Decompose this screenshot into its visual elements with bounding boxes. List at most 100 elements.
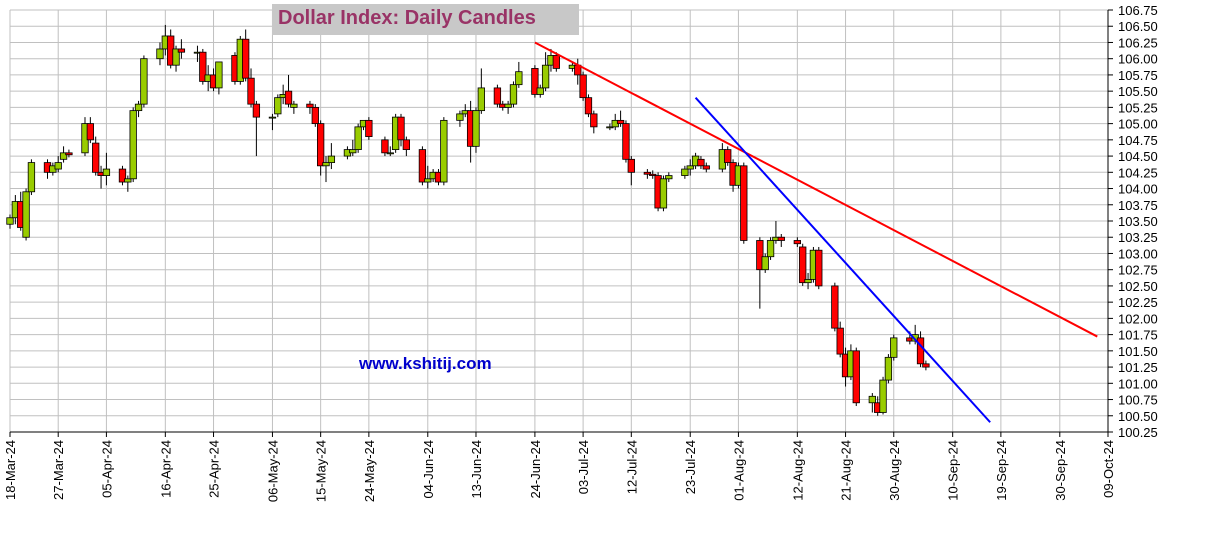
candle-body — [868, 395, 876, 404]
candle-body — [129, 110, 137, 180]
y-tick-label: 105.25 — [1118, 100, 1158, 115]
watermark-text: www.kshitij.com — [359, 354, 492, 373]
y-tick-label: 100.25 — [1118, 425, 1158, 440]
y-tick-label: 102.50 — [1118, 279, 1158, 294]
candle-body — [242, 38, 250, 79]
candle-body — [916, 337, 925, 365]
candle-body — [831, 285, 839, 329]
candle-body — [418, 149, 427, 183]
y-tick-label: 104.75 — [1118, 133, 1158, 148]
candle-body — [665, 175, 673, 180]
chart-title: Dollar Index: Daily Candles — [278, 7, 536, 29]
x-tick-label: 12-Aug-24 — [790, 440, 805, 501]
candle-body — [697, 158, 705, 167]
grid-lines — [9, 9, 1109, 433]
candle-body — [424, 178, 432, 183]
candle-body — [381, 139, 389, 154]
candle-body — [890, 337, 898, 358]
candle-body — [649, 173, 657, 176]
candle-body — [686, 165, 694, 170]
candle-body — [740, 165, 748, 241]
candle-body — [402, 139, 411, 150]
y-tick-label: 105.75 — [1118, 68, 1158, 83]
candle-body — [531, 68, 539, 95]
candle-body — [306, 103, 314, 108]
y-tick-label: 101.75 — [1118, 328, 1158, 343]
y-tick-label: 100.75 — [1118, 393, 1158, 408]
x-tick-label: 21-Aug-24 — [839, 440, 854, 501]
candle-body — [724, 149, 732, 163]
x-tick-label: 05-Apr-24 — [99, 440, 114, 498]
trendlines — [534, 41, 1098, 423]
candle-body — [579, 74, 587, 99]
candle-body — [584, 97, 593, 115]
candle-body — [659, 178, 668, 209]
candle-body — [311, 106, 319, 125]
y-tick-label: 102.00 — [1118, 311, 1158, 326]
y-tick-label: 104.00 — [1118, 182, 1158, 197]
candle-body — [477, 87, 485, 112]
blue-trendline — [694, 96, 991, 423]
candle-body — [134, 103, 143, 112]
candle-body — [590, 113, 598, 128]
candle-body — [252, 103, 261, 118]
candle-body — [440, 119, 448, 183]
candle-body — [804, 279, 812, 284]
candle-body — [793, 240, 801, 245]
y-tick-label: 103.00 — [1118, 246, 1158, 261]
candle-body — [756, 240, 764, 271]
candle-body — [65, 152, 73, 156]
y-tick-label: 101.00 — [1118, 376, 1158, 391]
candle-body — [606, 126, 614, 129]
candle-body — [509, 84, 518, 105]
x-tick-label: 30-Sep-24 — [1053, 440, 1068, 501]
y-tick-label: 100.50 — [1118, 409, 1158, 424]
candle-body — [156, 48, 164, 60]
candle-body — [836, 327, 844, 355]
x-tick-label: 04-Jun-24 — [421, 440, 436, 499]
candle-body — [59, 152, 68, 160]
y-tick-label: 105.50 — [1118, 84, 1158, 99]
x-tick-label: 24-May-24 — [362, 440, 377, 502]
candle-body — [922, 363, 930, 368]
candle-body — [247, 77, 255, 105]
candle-body — [124, 178, 132, 183]
y-tick-label: 103.50 — [1118, 214, 1158, 229]
x-tick-label: 12-Jul-24 — [624, 440, 639, 494]
x-tick-label: 23-Jul-24 — [683, 440, 698, 494]
candle-body — [54, 162, 62, 170]
candle-body — [799, 246, 807, 284]
y-tick-label: 106.75 — [1118, 3, 1158, 18]
x-tick-label: 09-Oct-24 — [1101, 440, 1116, 498]
candle-body — [515, 71, 523, 86]
candle-body — [536, 87, 544, 95]
candle-body — [456, 113, 464, 121]
y-tick-label: 102.75 — [1118, 263, 1158, 278]
axes: 106.75106.50106.25106.00105.75105.50105.… — [3, 3, 1158, 502]
red-trendline — [534, 41, 1098, 338]
x-tick-label: 24-Jun-24 — [528, 440, 543, 499]
candle-body — [27, 162, 36, 193]
x-tick-label: 18-Mar-24 — [3, 440, 18, 500]
candle-body — [199, 51, 207, 82]
x-tick-label: 19-Sep-24 — [994, 440, 1009, 501]
y-tick-label: 104.25 — [1118, 165, 1158, 180]
candle-body — [852, 350, 860, 404]
candle-body — [541, 64, 550, 89]
x-tick-label: 06-May-24 — [265, 440, 280, 502]
candle-body — [702, 165, 710, 170]
x-tick-label: 01-Aug-24 — [731, 440, 746, 501]
candle-body — [349, 149, 357, 154]
candle-body — [322, 162, 330, 167]
candle-body — [552, 55, 560, 69]
candle-body — [365, 119, 373, 138]
x-tick-label: 27-Mar-24 — [51, 440, 66, 500]
candle-body — [268, 116, 277, 119]
chart-title-background — [272, 4, 579, 35]
x-tick-label: 25-Apr-24 — [207, 440, 222, 498]
x-tick-label: 16-Apr-24 — [158, 440, 173, 498]
candle-body — [681, 168, 689, 176]
x-tick-label: 15-May-24 — [314, 440, 329, 502]
y-tick-label: 102.25 — [1118, 295, 1158, 310]
candle-body — [92, 142, 100, 173]
